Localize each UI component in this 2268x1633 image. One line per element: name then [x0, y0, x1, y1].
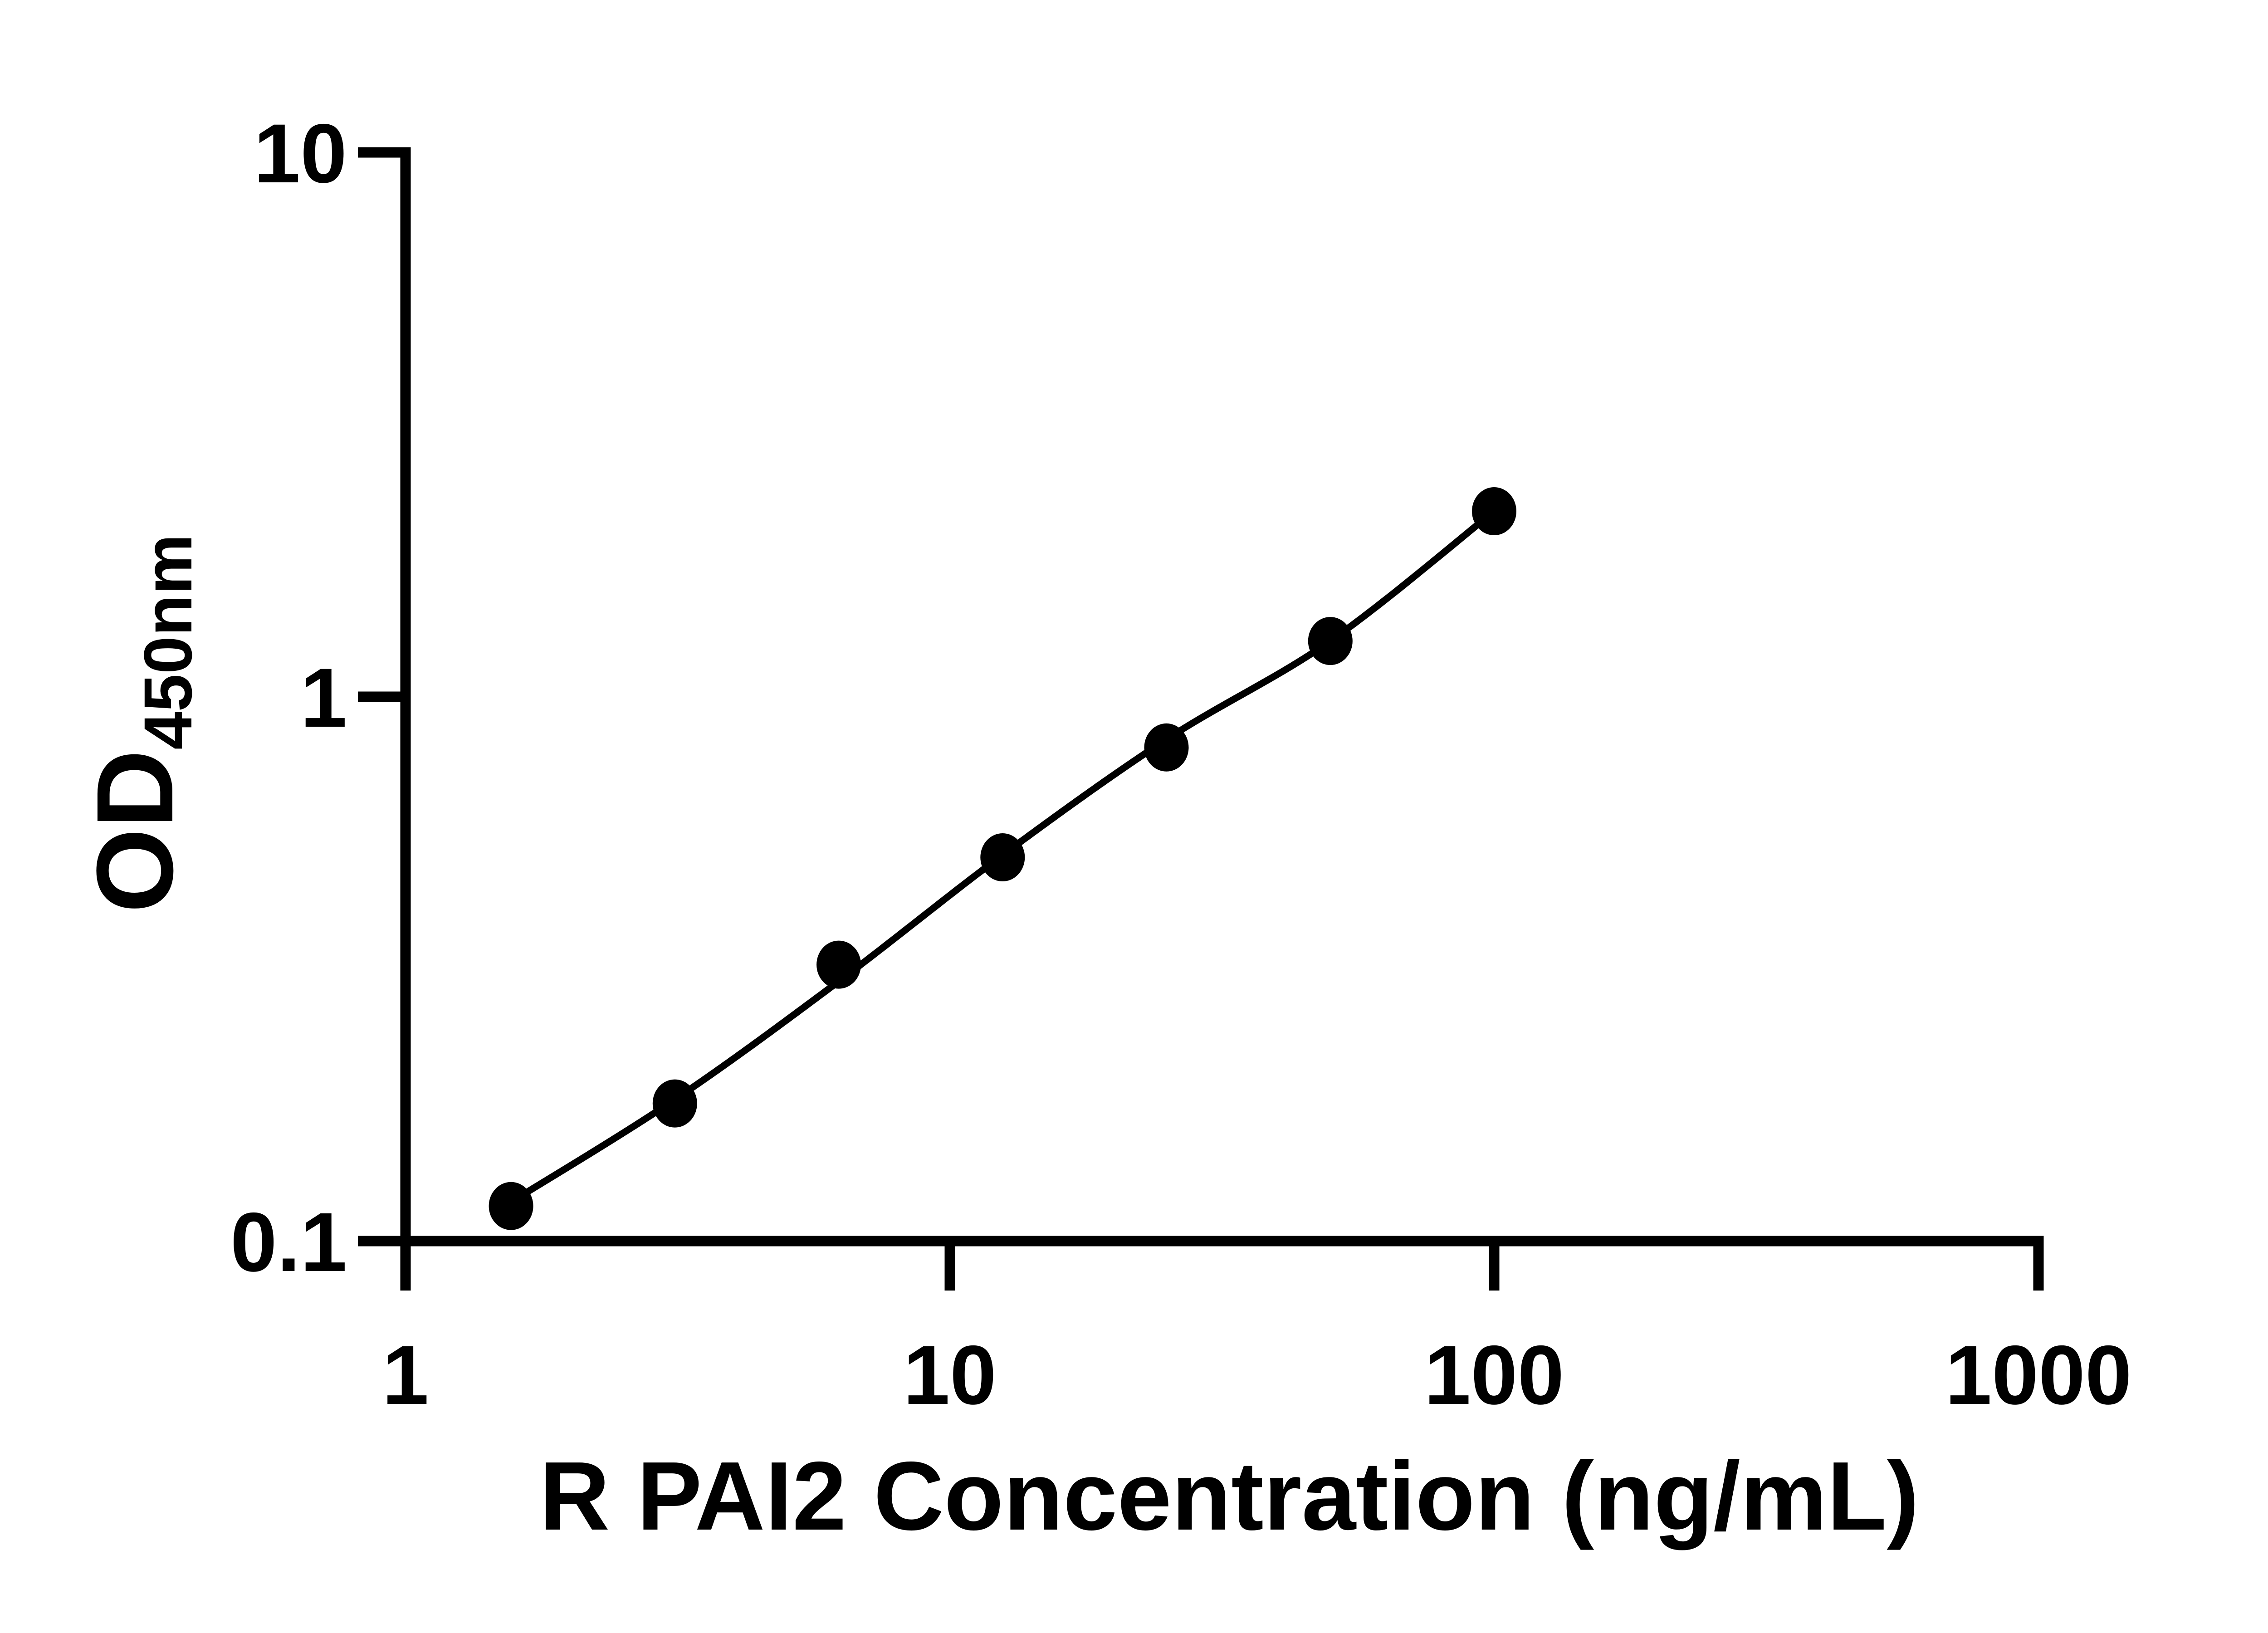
- x-tick-label-100: 100: [1424, 1329, 1564, 1422]
- x-tick-label-10: 10: [903, 1329, 997, 1422]
- y-axis-title-subscript: 450nm: [130, 534, 206, 749]
- y-axis-title: OD450nm: [74, 534, 206, 913]
- data-point-1: [652, 1079, 697, 1128]
- y-tick-label-1: 1: [300, 651, 347, 745]
- data-point-2: [816, 940, 861, 989]
- data-point-6: [1472, 487, 1516, 535]
- y-tick-label-0.1: 0.1: [230, 1196, 347, 1289]
- y-tick-label-10: 10: [254, 107, 347, 200]
- tick-labels: 10 1 0.1 1 10 100 1000: [230, 107, 2132, 1422]
- plot-series: [489, 487, 1516, 1230]
- data-point-0: [489, 1182, 533, 1230]
- x-axis-title: R PAI2 Concentration (ng/mL): [539, 1441, 1919, 1550]
- axes: [358, 147, 2044, 1291]
- data-point-4: [1144, 723, 1189, 772]
- data-point-3: [980, 833, 1025, 881]
- x-tick-label-1000: 1000: [1945, 1329, 2132, 1422]
- axis-spine-and-ticks: [358, 147, 2044, 1291]
- data-point-5: [1308, 617, 1353, 665]
- y-axis-title-main: OD: [74, 750, 196, 913]
- x-tick-label-1: 1: [382, 1329, 429, 1422]
